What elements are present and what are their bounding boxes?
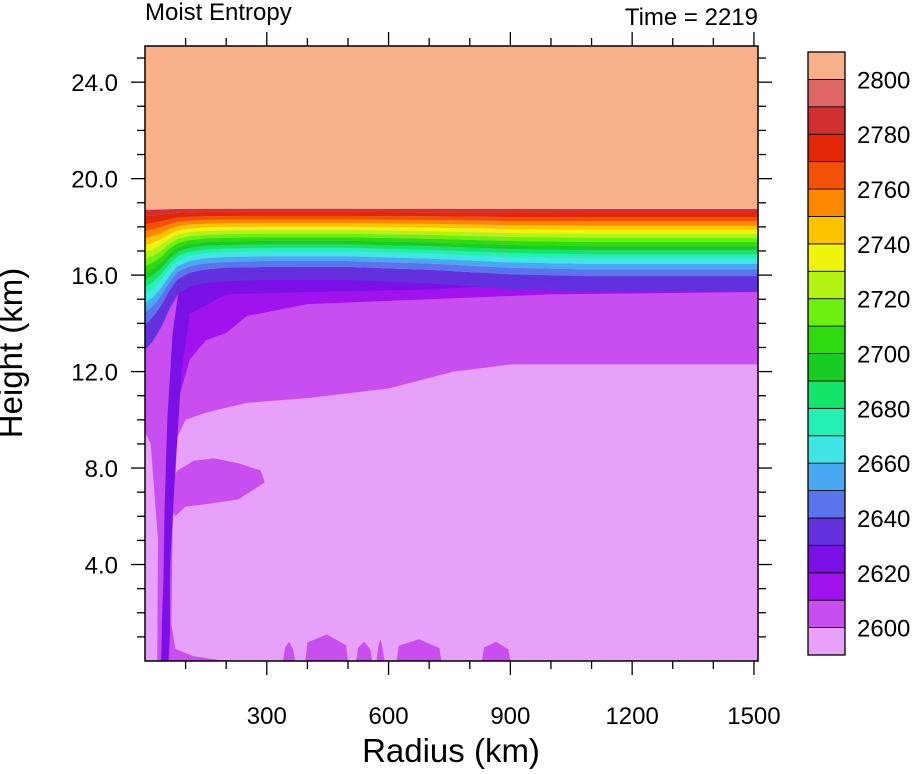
x-tick-labels: 300 600 900 1200 1500	[247, 703, 781, 730]
contour-band-8	[145, 233, 758, 266]
colorbar-swatch	[807, 572, 846, 601]
colorbar-swatch	[807, 490, 846, 519]
colorbar: 2600 2620 2640 2660 2680 2700 2720 2740 2760 2780…	[807, 51, 910, 656]
colorbar-swatch	[807, 407, 846, 437]
colorbar-swatch	[807, 325, 846, 354]
contour-fills	[145, 46, 758, 661]
colorbar-swatch	[807, 435, 846, 464]
y-tick-label: 24.0	[71, 70, 118, 97]
colorbar-swatch	[807, 243, 846, 272]
chart-title-left: Moist Entropy	[145, 0, 292, 26]
contour-2600-pocket	[171, 371, 758, 661]
contour-band-7	[145, 237, 758, 273]
colorbar-label: 2800	[857, 67, 910, 94]
contour-2610	[145, 292, 758, 661]
plot-frame	[144, 45, 759, 662]
colorbar-label: 2720	[857, 287, 910, 314]
y-tick-label: 4.0	[85, 553, 118, 580]
contour-plot-area	[131, 32, 772, 675]
colorbar-swatch	[807, 133, 846, 163]
colorbar-label: 2700	[857, 342, 910, 369]
contour-2610-surface-3	[376, 639, 385, 661]
contour-band-10	[145, 226, 758, 252]
contour-band-base	[145, 271, 758, 351]
colorbar-swatch	[807, 270, 846, 300]
contour-band-9	[145, 230, 758, 259]
colorbar-swatch	[807, 106, 846, 135]
y-tick-label: 8.0	[85, 456, 118, 483]
contour-2610-surface-1	[305, 634, 348, 661]
x-tick-label: 900	[490, 703, 530, 730]
contour-band-11	[145, 223, 758, 245]
x-tick-label: 1200	[605, 703, 658, 730]
colorbar-swatch	[807, 79, 846, 108]
colorbar-label: 2600	[857, 616, 910, 643]
contour-2610-surface-4	[396, 639, 442, 661]
colorbar-label: 2620	[857, 561, 910, 588]
colorbar-label: 2680	[857, 396, 910, 423]
contour-band-4	[145, 247, 758, 294]
x-tick-label: 1500	[727, 703, 780, 730]
y-axis-label: Height (km)	[0, 268, 29, 439]
x-axis-label: Radius (km)	[362, 732, 540, 769]
colorbar-swatch	[807, 517, 846, 546]
y-tick-label: 12.0	[71, 360, 118, 387]
contour-band-1	[145, 261, 758, 325]
colorbar-swatch	[807, 353, 846, 382]
contour-band-5	[145, 244, 758, 287]
y-tick-label: 16.0	[71, 263, 118, 290]
y-tick-labels: 4.0 8.0 12.0 16.0 20.0 24.0	[71, 70, 118, 579]
contour-band-12	[145, 219, 758, 238]
colorbar-label: 2640	[857, 506, 910, 533]
x-tick-label: 600	[369, 703, 409, 730]
contour-2800-plus	[145, 46, 758, 209]
contour-2610-surface-2	[356, 641, 373, 661]
axis-ticks	[131, 32, 772, 675]
colorbar-frame	[807, 51, 846, 656]
colorbar-swatch	[807, 216, 846, 245]
colorbar-swatch	[807, 51, 846, 80]
colorbar-swatch	[807, 462, 846, 491]
colorbar-label: 2780	[857, 122, 910, 149]
colorbar-swatch	[807, 380, 846, 409]
colorbar-swatch	[807, 544, 846, 574]
contour-band-14	[145, 211, 758, 224]
y-tick-label: 20.0	[71, 167, 118, 194]
contour-band-15	[145, 208, 758, 216]
contour-band-6	[145, 240, 758, 280]
colorbar-label: 2760	[857, 177, 910, 204]
colorbar-swatch	[807, 188, 846, 217]
contour-2610-lobe	[167, 458, 265, 517]
x-tick-label: 300	[247, 703, 287, 730]
colorbar-label: 2660	[857, 451, 910, 478]
colorbar-swatch	[807, 298, 846, 327]
contour-band-3	[145, 251, 758, 304]
contour-band-2	[145, 256, 758, 313]
colorbar-swatch	[807, 161, 846, 190]
contour-band-13	[145, 215, 758, 231]
colorbar-swatch	[807, 599, 846, 628]
contour-band-0	[145, 266, 758, 334]
chart-title-right: Time = 2219	[625, 4, 758, 31]
colorbar-label: 2740	[857, 232, 910, 259]
contour-2610-surface-5	[481, 641, 511, 661]
contour-2610-surface-0	[283, 641, 296, 661]
colorbar-swatch	[807, 627, 846, 656]
contour-2620	[161, 270, 758, 661]
